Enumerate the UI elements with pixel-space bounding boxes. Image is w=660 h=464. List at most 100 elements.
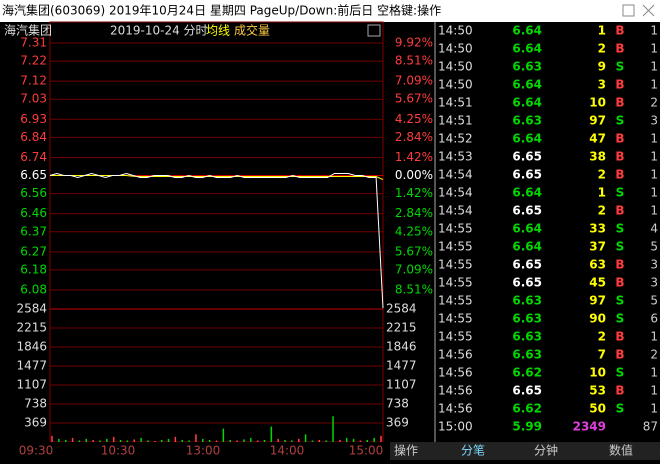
price-tick: 7.03 — [20, 92, 47, 106]
trade-time: 14:53 — [438, 150, 473, 164]
trade-volume: 33 — [589, 222, 606, 236]
trade-count: 1 — [650, 42, 658, 56]
trade-side: S — [616, 240, 625, 254]
trade-volume: 2 — [598, 168, 606, 182]
trade-count: 5 — [650, 240, 658, 254]
pct-tick: 2.84% — [395, 130, 433, 144]
close-button[interactable] — [642, 4, 655, 17]
trade-volume: 97 — [589, 294, 606, 308]
vol-tick: 2584 — [16, 302, 47, 316]
trade-price: 6.62 — [512, 402, 542, 416]
trade-volume: 2 — [598, 330, 606, 344]
trade-count: 1 — [650, 168, 658, 182]
trade-count: 1 — [650, 132, 658, 146]
trade-volume: 10 — [589, 366, 606, 380]
pct-tick: 2.84% — [395, 206, 433, 220]
trade-time: 14:54 — [438, 186, 473, 200]
vol-tick: 2215 — [16, 320, 47, 334]
time-label: 13:00 — [186, 444, 221, 458]
trade-time: 14:51 — [438, 114, 473, 128]
trade-price: 6.63 — [512, 60, 542, 74]
trade-count: 2 — [650, 96, 658, 110]
trade-price: 6.64 — [512, 96, 542, 110]
tab[interactable]: 分钟 — [534, 443, 558, 458]
vol-tick-right: 2215 — [386, 320, 417, 334]
vol-tick: 1477 — [16, 358, 47, 372]
price-tick: 6.08 — [20, 283, 47, 297]
trade-volume: 47 — [589, 132, 606, 146]
trade-side: S — [616, 186, 625, 200]
price-tick: 6.74 — [20, 150, 47, 164]
trade-price: 6.63 — [512, 312, 542, 326]
trade-volume: 38 — [589, 150, 606, 164]
trade-volume: 2 — [598, 204, 606, 218]
trade-side: B — [615, 132, 624, 146]
trade-price: 6.63 — [512, 114, 542, 128]
price-tick: 6.27 — [20, 244, 47, 258]
time-label: 14:00 — [270, 444, 305, 458]
trade-count: 1 — [650, 384, 658, 398]
trade-volume: 2 — [598, 42, 606, 56]
trade-side: B — [615, 384, 624, 398]
trade-side: B — [615, 150, 624, 164]
tab-bar — [390, 442, 660, 460]
trade-volume: 9 — [598, 60, 606, 74]
price-tick: 6.18 — [20, 262, 47, 276]
pct-tick: 8.51% — [395, 283, 433, 297]
trade-time: 14:56 — [438, 384, 473, 398]
vol-tick-right: 1107 — [386, 378, 417, 392]
trade-volume: 90 — [589, 312, 606, 326]
trade-side: S — [616, 294, 625, 308]
pct-tick: 7.09% — [395, 262, 433, 276]
trade-side: B — [615, 168, 624, 182]
trade-count: 3 — [650, 114, 658, 128]
trade-count: 1 — [650, 78, 658, 92]
chart-button[interactable] — [367, 24, 381, 37]
time-label: 10:30 — [101, 444, 136, 458]
trade-time: 14:55 — [438, 294, 473, 308]
price-tick: 7.22 — [20, 54, 47, 68]
time-label: 09:30 — [19, 444, 54, 458]
trade-time: 14:56 — [438, 366, 473, 380]
trade-side: B — [615, 24, 624, 38]
window-title: 海汽集团(603069) 2019年10月24日 星期四 PageUp/Down… — [2, 3, 441, 18]
trade-volume: 63 — [589, 258, 606, 272]
vol-tick: 1846 — [16, 339, 47, 353]
avg-legend: 均线 — [206, 24, 230, 38]
trade-time: 14:55 — [438, 240, 473, 254]
trade-volume: 1 — [598, 24, 606, 38]
trade-price: 6.64 — [512, 240, 542, 254]
price-tick: 7.12 — [20, 74, 47, 88]
tab[interactable]: 数值 — [609, 443, 633, 458]
trade-volume: 3 — [598, 78, 606, 92]
trade-time: 14:54 — [438, 204, 473, 218]
price-tick: 7.31 — [20, 36, 47, 50]
vol-tick-right: 1846 — [386, 339, 417, 353]
price-tick: 6.56 — [20, 186, 47, 200]
trade-side: S — [616, 312, 625, 326]
tab[interactable]: 操作 — [394, 443, 418, 458]
trade-price: 6.63 — [512, 348, 542, 362]
trade-side: B — [615, 348, 624, 362]
trade-time: 14:50 — [438, 78, 473, 92]
trade-count: 4 — [650, 222, 658, 236]
trade-side: B — [615, 96, 624, 110]
pct-tick: 0.00% — [395, 168, 433, 182]
trade-count: 1 — [650, 366, 658, 380]
pct-tick: 4.25% — [395, 224, 433, 238]
trade-side: S — [616, 402, 625, 416]
trade-volume: 45 — [589, 276, 606, 290]
price-tick: 6.65 — [20, 168, 47, 182]
tab[interactable]: 分笔 — [461, 443, 485, 458]
trade-time: 14:55 — [438, 312, 473, 326]
trade-price: 6.64 — [512, 132, 542, 146]
trade-price: 6.64 — [512, 42, 542, 56]
trade-side: B — [615, 330, 624, 344]
trade-time: 14:56 — [438, 402, 473, 416]
vol-tick-right: 1477 — [386, 358, 417, 372]
trade-volume: 7 — [598, 348, 606, 362]
pct-tick: 1.42% — [395, 186, 433, 200]
trade-volume: 97 — [589, 114, 606, 128]
trade-time: 14:52 — [438, 132, 473, 146]
maximize-button[interactable] — [622, 4, 635, 17]
